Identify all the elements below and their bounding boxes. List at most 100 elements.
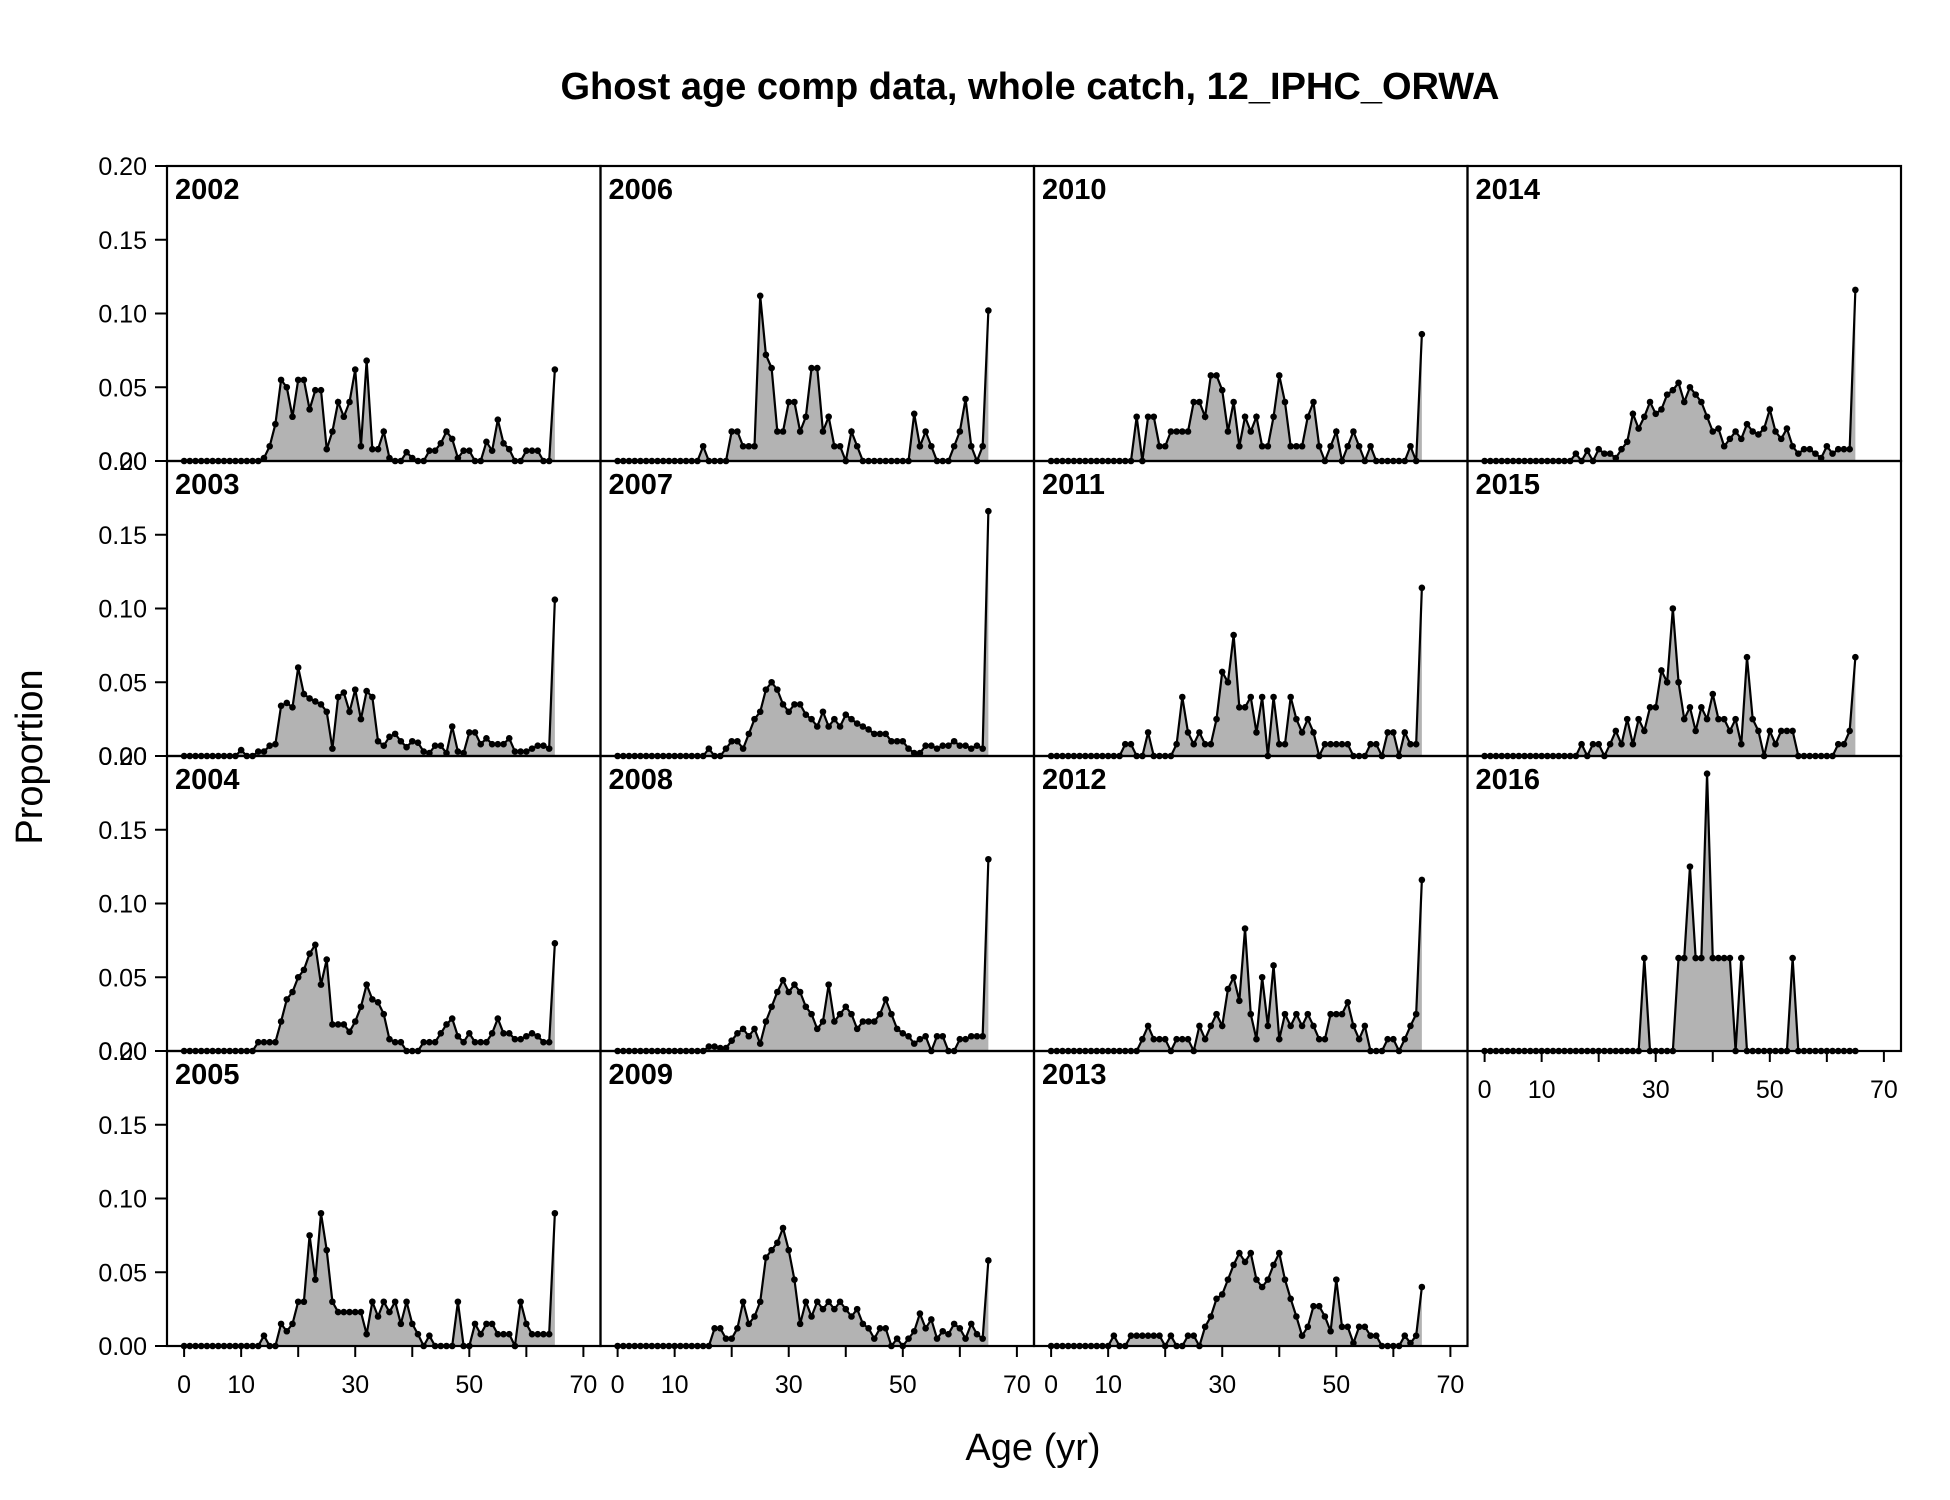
data-point	[369, 445, 376, 453]
data-point	[1846, 445, 1853, 453]
data-point	[1150, 413, 1158, 421]
data-point	[905, 1335, 912, 1342]
data-point	[950, 1320, 958, 1328]
data-point	[386, 1035, 393, 1043]
y-tick-label: 0.00	[98, 448, 147, 476]
data-point	[1635, 425, 1642, 432]
data-point	[1737, 740, 1745, 748]
data-point	[774, 686, 781, 693]
data-point	[511, 1035, 519, 1043]
data-point	[260, 1038, 268, 1046]
data-point	[545, 745, 553, 752]
data-point	[1401, 1332, 1409, 1339]
data-point	[1281, 1010, 1289, 1018]
data-point	[1201, 1035, 1209, 1043]
data-point	[739, 1025, 747, 1033]
data-point	[1726, 954, 1734, 962]
data-point	[289, 1320, 296, 1328]
data-point	[1852, 286, 1859, 294]
data-point	[796, 988, 804, 996]
data-point	[551, 1209, 559, 1217]
data-point	[1321, 1035, 1329, 1043]
data-point	[466, 729, 473, 736]
data-point	[1201, 413, 1209, 421]
data-point	[756, 292, 764, 300]
data-point	[1743, 653, 1751, 661]
data-point	[1795, 450, 1802, 457]
data-point	[848, 1010, 855, 1018]
data-point	[266, 1038, 273, 1046]
data-point	[1310, 398, 1317, 406]
x-tick-label: 0	[177, 1371, 191, 1399]
data-point	[1367, 442, 1374, 450]
data-point	[1355, 1035, 1363, 1043]
data-point	[962, 395, 969, 403]
data-point	[1213, 1010, 1220, 1018]
data-point	[437, 440, 445, 447]
panel-frame	[599, 754, 1036, 1053]
data-point	[1755, 431, 1762, 438]
data-point	[1315, 1035, 1323, 1043]
data-point	[711, 1325, 718, 1332]
data-point	[1253, 413, 1260, 421]
data-point	[483, 1320, 490, 1328]
data-point	[369, 996, 376, 1003]
data-point	[369, 693, 376, 701]
data-point	[1298, 442, 1306, 450]
data-point	[357, 442, 365, 450]
data-point	[1390, 1035, 1397, 1043]
data-point	[836, 442, 844, 450]
x-tick-label: 70	[1870, 1076, 1898, 1104]
data-point	[1218, 386, 1226, 394]
data-point	[483, 1038, 490, 1046]
data-point	[346, 1308, 353, 1316]
area-fill-2003	[184, 599, 555, 756]
area-fill-2007	[617, 511, 989, 756]
data-point	[1144, 1022, 1152, 1030]
data-point	[300, 1298, 308, 1306]
data-point	[1726, 727, 1734, 735]
data-point	[1321, 740, 1329, 748]
data-point	[391, 730, 399, 738]
panel-frame	[1032, 164, 1469, 463]
data-point	[317, 1209, 325, 1217]
data-point	[1127, 740, 1135, 748]
data-point	[910, 1327, 918, 1335]
data-point	[277, 702, 285, 710]
data-point	[802, 1298, 810, 1306]
data-point	[351, 686, 359, 693]
data-point	[734, 428, 741, 435]
data-point	[523, 748, 530, 755]
data-point	[1669, 605, 1677, 612]
data-point	[1144, 729, 1152, 736]
y-tick-label: 0.05	[98, 1259, 147, 1287]
data-point	[762, 1018, 770, 1025]
data-point	[1407, 740, 1414, 748]
data-point	[973, 1032, 981, 1040]
data-point	[967, 745, 975, 752]
data-point	[933, 745, 941, 752]
data-point	[1133, 413, 1140, 421]
x-tick-label: 70	[569, 1371, 597, 1399]
data-point	[340, 1021, 348, 1028]
data-point	[756, 1040, 764, 1047]
data-point	[1686, 863, 1694, 870]
data-point	[859, 1320, 867, 1328]
y-tick-label: 0.10	[98, 1186, 147, 1214]
data-point	[300, 690, 308, 698]
data-point	[488, 1030, 496, 1037]
data-point	[870, 1018, 878, 1025]
data-point	[466, 447, 473, 454]
data-point	[1298, 1022, 1306, 1030]
y-tick-label: 0.10	[98, 596, 147, 624]
data-point	[796, 701, 804, 708]
data-point	[1184, 1332, 1192, 1339]
data-point	[791, 398, 798, 406]
data-point	[1213, 1295, 1220, 1303]
data-point	[1338, 1010, 1346, 1018]
data-point	[739, 745, 747, 752]
data-point	[870, 730, 878, 738]
data-point	[865, 1325, 872, 1332]
data-point	[1281, 1276, 1289, 1283]
